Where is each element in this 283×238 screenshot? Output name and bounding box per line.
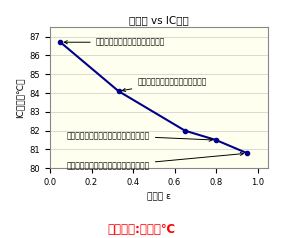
Text: アルミダイキャスト（磨き無し）: アルミダイキャスト（磨き無し） [122,77,207,91]
Title: 放射率 vs IC温度: 放射率 vs IC温度 [129,15,189,25]
Y-axis label: IC温度（℃）: IC温度（℃） [15,78,24,118]
X-axis label: 放射率 ε: 放射率 ε [147,193,171,202]
Text: アルミダイキャスト（放射率向上塗料）: アルミダイキャスト（放射率向上塗料） [67,152,243,171]
Text: 温度変化:最大６℃: 温度変化:最大６℃ [108,223,175,236]
Text: アルミダイキャスト（アルマイト処理）: アルミダイキャスト（アルマイト処理） [67,131,212,141]
Text: アルミダイキャスト（磨き上げ）: アルミダイキャスト（磨き上げ） [64,38,165,47]
